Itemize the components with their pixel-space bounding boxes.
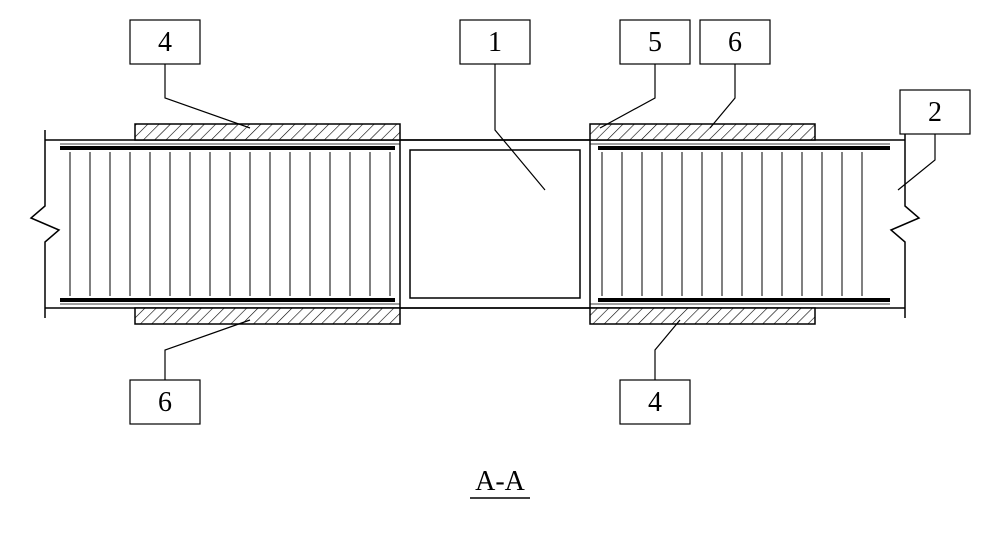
callout-text-c6a: 6 xyxy=(728,27,742,58)
plate-0 xyxy=(135,124,400,140)
leader-c6a xyxy=(710,64,735,128)
section-label: A-A xyxy=(475,466,526,497)
callout-text-c2: 2 xyxy=(928,97,942,128)
callout-text-c5: 5 xyxy=(648,27,662,58)
callout-text-c4b: 4 xyxy=(648,387,662,418)
plate-3 xyxy=(590,308,815,324)
leader-c1 xyxy=(495,64,545,190)
leader-c6b xyxy=(165,320,250,380)
leader-c2 xyxy=(898,134,935,190)
plate-1 xyxy=(590,124,815,140)
leader-c4b xyxy=(655,320,680,380)
callout-text-c4a: 4 xyxy=(158,27,172,58)
break-symbol-1 xyxy=(891,130,919,318)
callout-text-c6b: 6 xyxy=(158,387,172,418)
hatch-region-1 xyxy=(602,152,862,296)
center-box-outer xyxy=(400,140,590,308)
leader-c5 xyxy=(600,64,655,128)
leader-c4a xyxy=(165,64,250,128)
center-box-inner xyxy=(410,150,580,298)
callout-text-c1: 1 xyxy=(488,27,502,58)
diagram-canvas: 1 4 5 6 2 6 4 A-A xyxy=(0,0,1000,533)
break-symbol-0 xyxy=(31,130,59,318)
plate-2 xyxy=(135,308,400,324)
hatch-region-0 xyxy=(70,152,390,296)
